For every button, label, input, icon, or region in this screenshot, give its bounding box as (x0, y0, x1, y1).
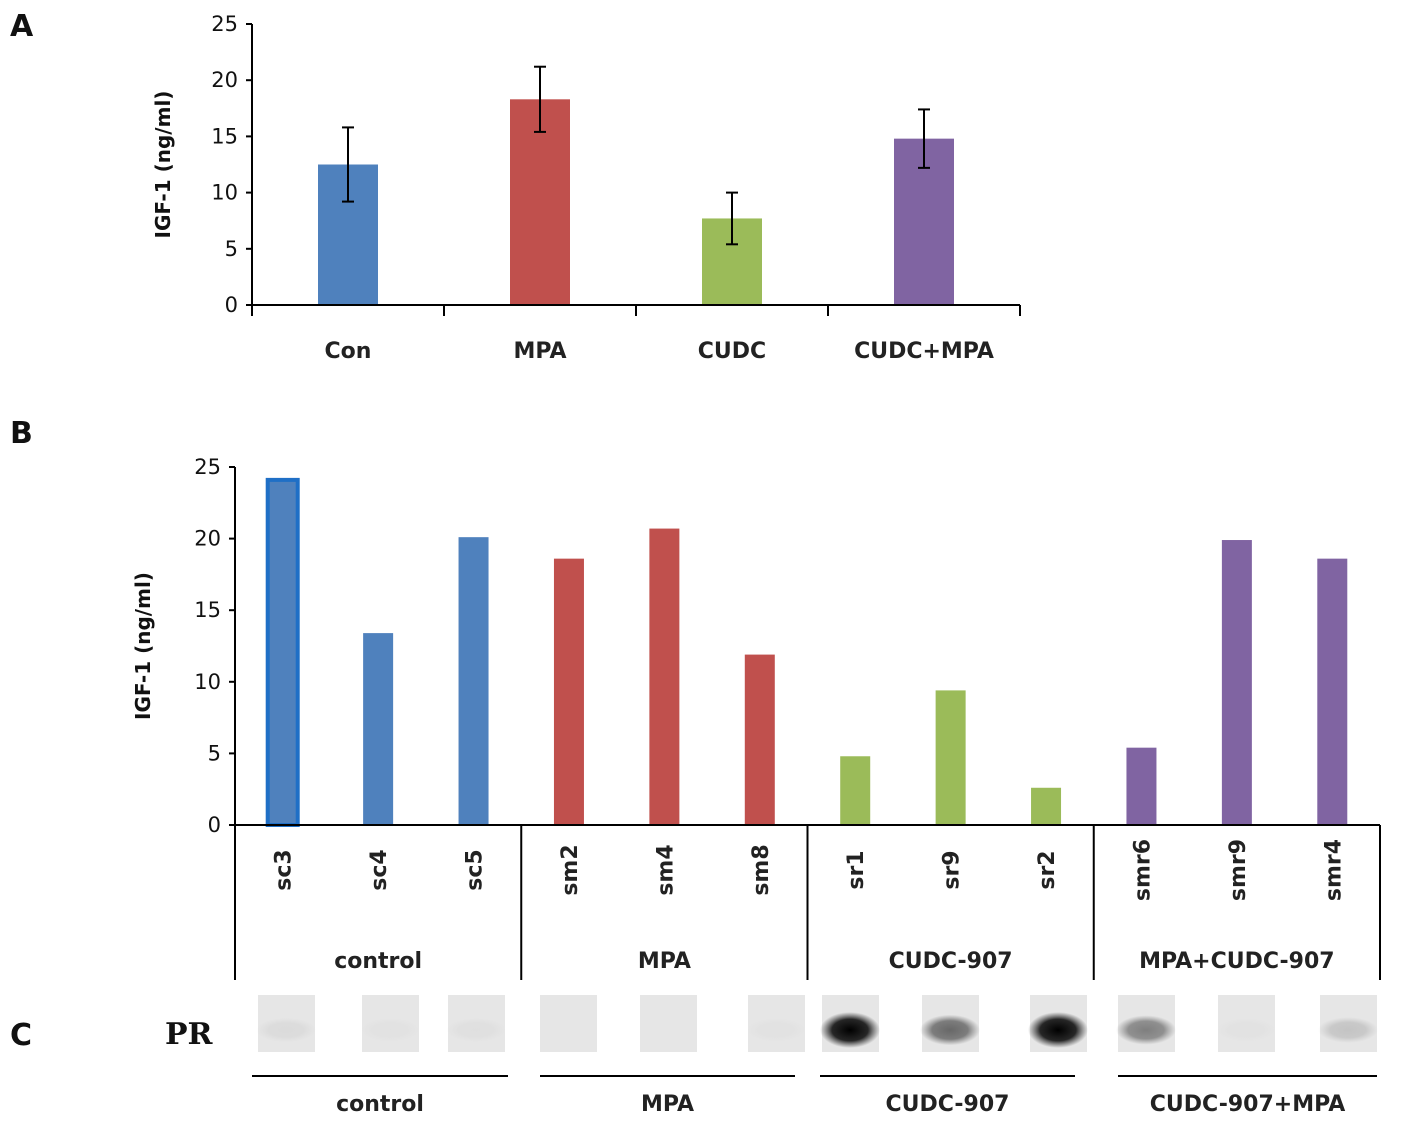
bar-sc3 (265, 477, 300, 827)
blot-band (1028, 1012, 1088, 1048)
blot-lane (1218, 995, 1275, 1052)
blot-lane (748, 995, 805, 1052)
group-label: MPA (638, 949, 691, 974)
blot-lane (362, 995, 419, 1052)
y-axis-label: IGF-1 (ng/ml) (131, 572, 155, 720)
y-tick-label: 5 (208, 741, 221, 765)
y-tick-label: 15 (211, 124, 238, 148)
y-tick-label: 10 (211, 181, 238, 205)
bar-smr6 (1126, 747, 1157, 825)
y-axis-label: IGF-1 (ng/ml) (151, 91, 175, 239)
group-label: control (334, 949, 422, 974)
group-label: CUDC-907 (889, 949, 1013, 974)
blot-band (920, 1014, 980, 1046)
x-category-label: smr9 (1226, 839, 1251, 901)
bar-sm8 (744, 654, 775, 825)
bar-sr1 (840, 756, 871, 825)
bar-smr4 (1317, 558, 1348, 825)
y-tick-label: 25 (194, 455, 221, 479)
group-label: MPA+CUDC-907 (1139, 949, 1334, 974)
panel-label-c: C (10, 1018, 32, 1053)
blot-band (360, 1018, 420, 1042)
y-tick-label: 5 (225, 237, 238, 261)
blot-lane (640, 995, 697, 1052)
y-tick-label: 0 (225, 293, 238, 317)
panel-label-a: A (10, 9, 34, 44)
blot-lane (448, 995, 505, 1052)
x-category-label: sr1 (844, 850, 869, 889)
x-category-label: smr4 (1321, 839, 1346, 901)
x-category-label: sr2 (1035, 850, 1060, 889)
blot-group-label: control (336, 1092, 424, 1117)
blot-band (746, 1018, 806, 1042)
western-blot-c: control MPA CUDC-907 CUDC-907+MPA (252, 995, 1378, 1117)
blot-label-pr: PR (165, 1017, 214, 1052)
bar-smr9 (1221, 540, 1252, 825)
x-category-label: sm8 (749, 844, 774, 895)
x-category-label: Con (325, 339, 372, 364)
blot-group-label: CUDC-907+MPA (1150, 1092, 1345, 1117)
y-tick-label: 10 (194, 670, 221, 694)
x-category-label: CUDC (698, 339, 766, 364)
x-category-label: sm2 (558, 844, 583, 895)
y-tick-label: 20 (194, 527, 221, 551)
bar-sc4 (363, 633, 394, 825)
blot-band (1318, 1017, 1378, 1043)
bar-sr9 (935, 690, 966, 825)
bar-mpa (510, 99, 570, 305)
y-tick-label: 0 (208, 813, 221, 837)
blot-group-label: CUDC-907 (886, 1092, 1010, 1117)
x-category-label: MPA (513, 339, 566, 364)
blot-group-label: MPA (641, 1092, 694, 1117)
bar-sr2 (1031, 787, 1062, 825)
blot-band (820, 1012, 880, 1048)
y-tick-label: 15 (194, 598, 221, 622)
x-category-label: sc3 (272, 849, 297, 890)
x-category-label: sr9 (940, 850, 965, 889)
blot-lane (540, 995, 597, 1052)
blot-band (1216, 1018, 1276, 1042)
blot-band (446, 1018, 506, 1042)
bar-sm2 (553, 558, 584, 825)
chart-b: 0 5 10 15 20 25 IGF-1 (ng/ml) sc3 sc4 sc5 sm2 sm4 sm… (131, 455, 1381, 980)
x-category-label: smr6 (1130, 839, 1155, 901)
y-tick-label: 20 (211, 68, 238, 92)
panel-label-b: B (10, 416, 33, 451)
bar-sm4 (649, 528, 680, 825)
x-category-label: sc5 (463, 849, 488, 890)
y-tick-label: 25 (211, 12, 238, 36)
blot-band (1116, 1015, 1176, 1045)
bar-sc5 (458, 537, 489, 825)
x-category-label: CUDC+MPA (854, 339, 994, 364)
x-category-label: sm4 (653, 844, 678, 895)
chart-a: 0 5 10 15 20 25 IGF-1 (ng/ml) Con MPA CUDC CUDC+MP… (151, 12, 1021, 364)
blot-band (256, 1017, 316, 1043)
x-category-label: sc4 (367, 849, 392, 890)
